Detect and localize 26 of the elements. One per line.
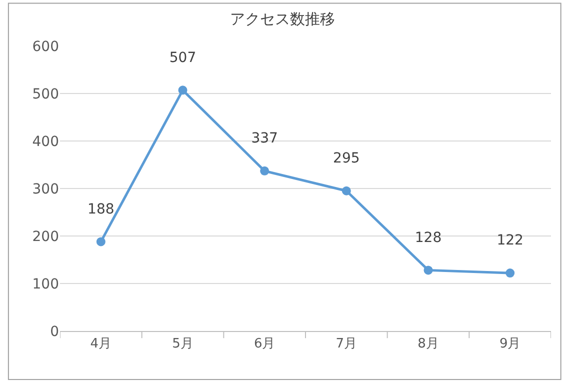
point	[260, 166, 270, 176]
point	[342, 186, 351, 196]
x-tick-label: 4月	[90, 336, 112, 352]
y-tick-label: 0	[50, 324, 59, 340]
data-label: 122	[496, 232, 524, 249]
data-label: 295	[333, 150, 360, 167]
point	[506, 268, 515, 278]
y-tick-label: 400	[32, 134, 59, 150]
y-tick-label: 600	[32, 38, 59, 55]
point	[96, 237, 106, 246]
y-tick-label: 300	[32, 181, 59, 198]
chart-title: アクセス数推移	[230, 10, 335, 28]
x-tick-label: 7月	[336, 336, 358, 352]
x-tick-label: 6月	[254, 336, 276, 352]
data-label: 128	[414, 230, 442, 246]
point	[178, 86, 188, 95]
data-label: 507	[169, 50, 196, 66]
data-label: 337	[251, 130, 278, 147]
x-tick-label: 9月	[499, 336, 521, 352]
y-tick-label: 500	[32, 86, 59, 102]
x-tick-label: 5月	[172, 336, 194, 352]
data-label: 188	[88, 201, 114, 218]
x-tick-label: 8月	[418, 336, 439, 352]
y-tick-label: 200	[32, 228, 59, 245]
point	[424, 266, 433, 275]
y-tick-label: 100	[32, 276, 59, 292]
